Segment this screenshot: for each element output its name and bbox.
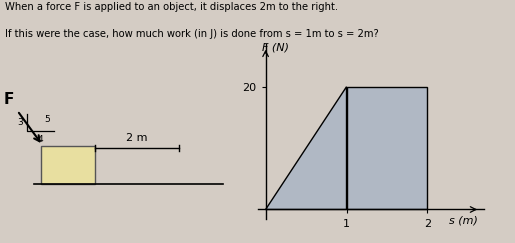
Text: F (N): F (N) [262,43,288,53]
Text: F: F [3,92,13,107]
Text: If this were the case, how much work (in J) is done from s = 1m to s = 2m?: If this were the case, how much work (in… [5,29,379,39]
Text: 2 m: 2 m [126,133,148,143]
Text: 4: 4 [38,135,43,144]
Bar [41,146,95,184]
Polygon shape [347,87,427,209]
Text: 3: 3 [18,118,23,127]
Polygon shape [266,87,347,209]
Text: 5: 5 [44,115,49,124]
Text: When a force F is applied to an object, it displaces 2m to the right.: When a force F is applied to an object, … [5,2,338,12]
Text: s (m): s (m) [449,216,477,226]
